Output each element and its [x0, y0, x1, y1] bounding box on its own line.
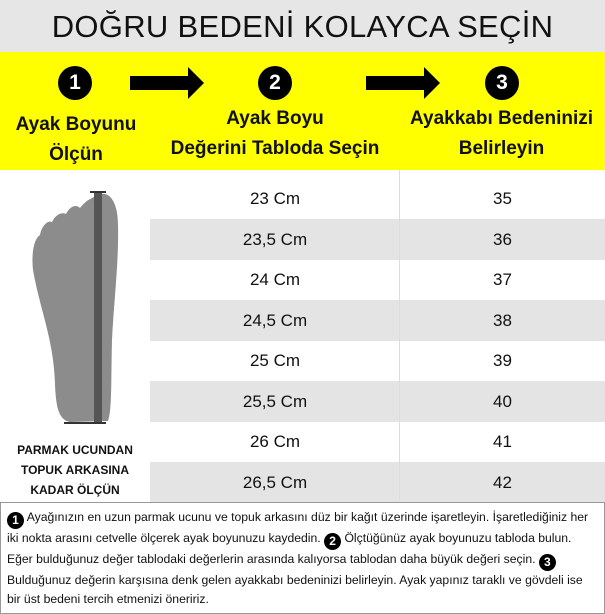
foot-ruler-icon — [32, 191, 119, 424]
foot-length-cell: 25,5 Cm — [242, 391, 308, 411]
step-3-line1: Ayakkabı Bedeninizi — [409, 108, 594, 129]
shoe-size-cell: 35 — [493, 189, 512, 208]
table-row: 26,5 Cm 42 — [150, 461, 605, 503]
column-divider — [399, 170, 400, 500]
step-1-line1: Ayak Boyunu — [15, 114, 137, 135]
step-2-number: 2 — [258, 66, 292, 100]
step-3-label: Ayakkabı Bedeninizi Belirleyin — [398, 104, 605, 164]
shoe-size-cell: 37 — [493, 270, 512, 289]
foot-measure-panel: PARMAK UCUNDAN TOPUK ARKASINA KADAR ÖLÇÜ… — [0, 170, 150, 500]
table-row: 25,5 Cm 40 — [150, 380, 605, 422]
step-1-label: Ayak Boyunu Ölçün — [0, 110, 152, 170]
foot-length-cell: 26,5 Cm — [242, 472, 308, 492]
foot-length-cell: 25 Cm — [249, 351, 301, 370]
step-2-badge: 2 — [324, 533, 342, 550]
instruction-3: Bulduğunuz değerin karşısına denk gelen … — [7, 573, 583, 606]
shoe-size-cell: 42 — [493, 472, 512, 492]
instruction-1: Ayağınızın en uzun parmak ucunu ve topuk… — [7, 510, 589, 545]
arrow-right-icon — [366, 67, 440, 99]
step-1-badge: 1 — [7, 512, 24, 529]
table-row: 23,5 Cm 36 — [150, 218, 605, 260]
shoe-size-cell: 41 — [493, 432, 512, 451]
foot-measure-instruction: PARMAK UCUNDAN TOPUK ARKASINA KADAR ÖLÇÜ… — [0, 440, 150, 500]
step-3-badge: 3 — [538, 554, 556, 571]
table-row: 26 Cm 41 — [150, 421, 605, 462]
step-1-number: 1 — [58, 66, 92, 100]
shoe-size-cell: 36 — [493, 229, 512, 249]
foot-length-cell: 23 Cm — [249, 189, 301, 208]
page-title: DOĞRU BEDENİ KOLAYCA SEÇİN — [0, 0, 605, 52]
foot-length-cell: 23,5 Cm — [242, 229, 308, 249]
step-2-label: Ayak Boyu Değerini Tabloda Seçin — [150, 104, 400, 164]
step-2-line2: Değerini Tabloda Seçin — [170, 138, 380, 159]
table-row: 24 Cm 37 — [150, 259, 605, 300]
foot-length-cell: 26 Cm — [249, 432, 301, 451]
arrow-right-icon — [130, 67, 204, 99]
table-row: 25 Cm 39 — [150, 340, 605, 381]
table-row: 23 Cm 35 — [150, 178, 605, 219]
instruction-2: Ölçtüğünüz ayak boyunuzu tabloda bulun. … — [7, 531, 572, 566]
table-row: 24,5 Cm 38 — [150, 299, 605, 341]
shoe-size-cell: 40 — [493, 391, 512, 411]
instructions: 1 Ayağınızın en uzun parmak ucunu ve top… — [0, 502, 605, 614]
step-3-number: 3 — [485, 66, 519, 100]
foot-label-line3: KADAR ÖLÇÜN — [30, 483, 120, 497]
foot-label-line1: PARMAK UCUNDAN — [17, 443, 133, 457]
step-2-line1: Ayak Boyu — [226, 108, 324, 129]
step-3-line2: Belirleyin — [458, 138, 545, 159]
step-1-line2: Ölçün — [49, 144, 103, 165]
foot-length-cell: 24 Cm — [249, 270, 301, 289]
steps-band: 1 2 3 Ayak Boyunu Ölçün Ayak Boyu Değeri… — [0, 52, 605, 170]
shoe-size-cell: 38 — [493, 310, 512, 330]
foot-label-line2: TOPUK ARKASINA — [20, 463, 129, 477]
shoe-size-cell: 39 — [493, 351, 512, 370]
foot-length-cell: 24,5 Cm — [242, 310, 308, 330]
